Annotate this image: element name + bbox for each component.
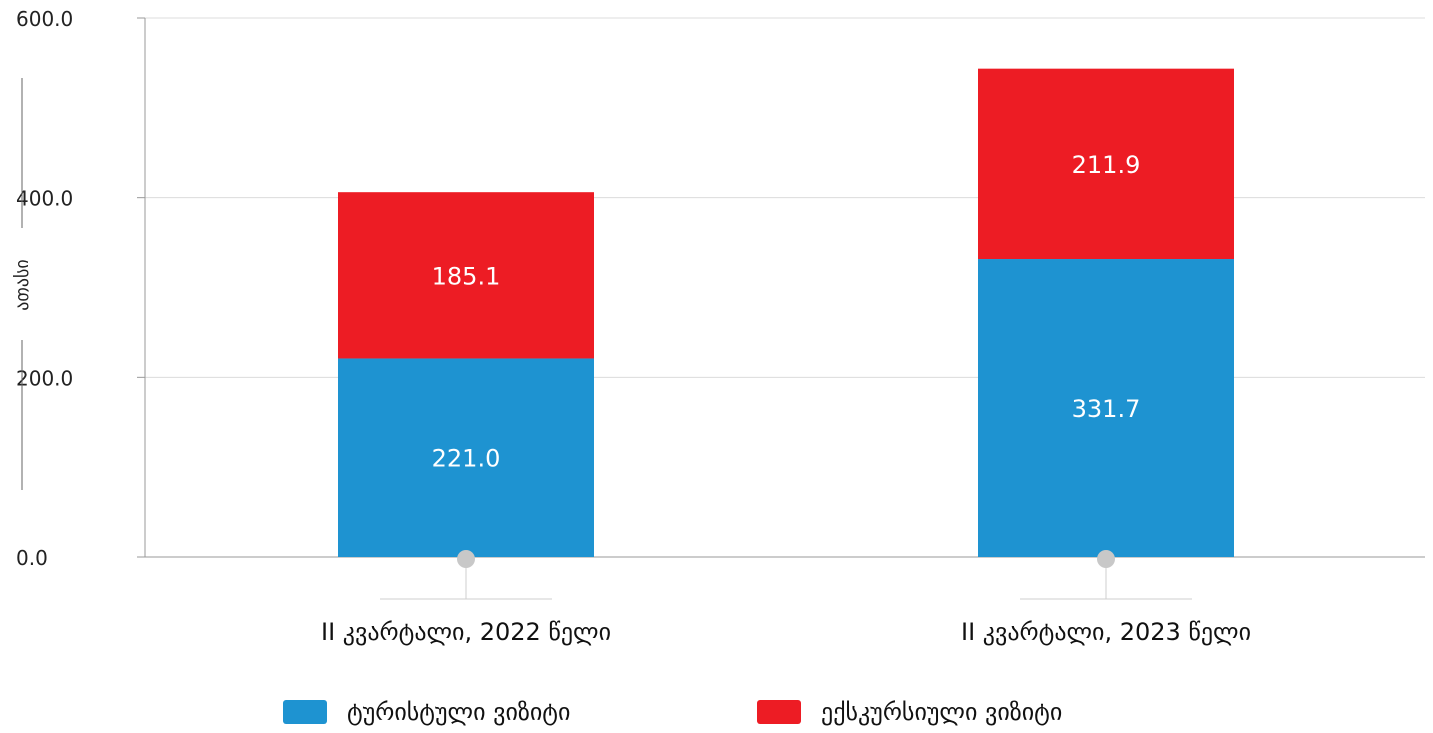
legend-item-excursion-visit: ექსკურსიული ვიზიტი [757, 698, 1062, 726]
category-marker [457, 550, 475, 568]
x-tick-label: II კვარტალი, 2023 წელი [961, 618, 1251, 646]
data-label: 211.9 [1072, 151, 1141, 179]
bar-excursion-1 [978, 68, 1234, 260]
data-label: 221.0 [432, 445, 501, 473]
bar-tourist-0 [338, 358, 594, 557]
bar-excursion-0 [338, 192, 594, 359]
bar-tourist-1 [978, 259, 1234, 557]
legend-label-tourist-visit: ტურისტული ვიზიტი [347, 698, 571, 726]
y-tick-label: 0.0 [16, 546, 48, 570]
y-tick-label: 200.0 [16, 366, 73, 390]
y-tick-label: 400.0 [16, 187, 73, 211]
x-tick-label: II კვარტალი, 2022 წელი [321, 618, 611, 646]
y-tick-label: 600.0 [16, 7, 73, 31]
legend-swatch-excursion-visit [757, 700, 801, 724]
data-label: 331.7 [1072, 395, 1141, 423]
legend-swatch-tourist-visit [283, 700, 327, 724]
category-marker [1097, 550, 1115, 568]
y-axis-title: ათასი [12, 259, 33, 310]
data-label: 185.1 [432, 262, 501, 290]
legend-item-tourist-visit: ტურისტული ვიზიტი [283, 698, 570, 726]
legend: ტურისტული ვიზიტი ექსკურსიული ვიზიტი [0, 690, 1433, 729]
legend-label-excursion-visit: ექსკურსიული ვიზიტი [821, 698, 1063, 726]
